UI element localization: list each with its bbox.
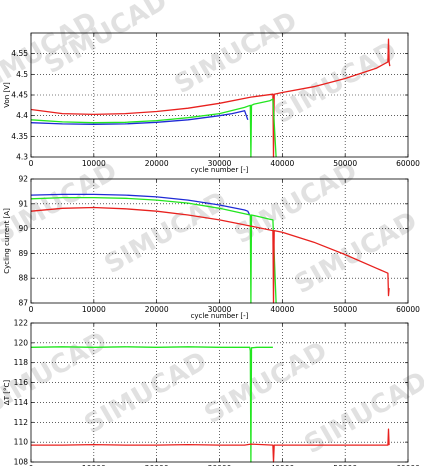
x-tick-label: 40000 bbox=[270, 464, 294, 466]
x-tick-label: 20000 bbox=[145, 159, 169, 168]
y-tick-label: 116 bbox=[14, 378, 29, 387]
x-axis-label: cycle number [-] bbox=[191, 312, 249, 320]
y-tick-label: 118 bbox=[14, 358, 29, 367]
y-tick-label: 4.4 bbox=[16, 111, 28, 120]
x-tick-label: 10000 bbox=[82, 464, 106, 466]
x-tick-label: 60000 bbox=[396, 305, 420, 314]
series-line-green bbox=[30, 196, 277, 304]
y-axis-label: ΔT [°C] bbox=[3, 380, 11, 405]
x-tick-label: 20000 bbox=[145, 305, 169, 314]
y-tick-label: 110 bbox=[14, 438, 29, 447]
chart-panel-von: 0 10000 20000 30000 40000 50000 60000 4.3 4.35 4.… bbox=[3, 32, 420, 174]
watermark-text: SIMUCAD bbox=[100, 186, 233, 280]
x-tick-label: 60000 bbox=[396, 159, 420, 168]
y-tick-label: 90 bbox=[18, 224, 28, 233]
x-tick-label: 20000 bbox=[145, 464, 169, 466]
y-tick-label: 4.3 bbox=[16, 153, 28, 162]
y-tick-label: 122 bbox=[14, 319, 29, 328]
watermark-text: SIMUCAD bbox=[270, 36, 403, 130]
series-line-blue bbox=[30, 110, 249, 125]
chart-panel-delta-t: 0 10000 20000 30000 40000 50000 60000 108 110 112… bbox=[3, 319, 420, 466]
x-tick-label: 30000 bbox=[208, 305, 232, 314]
y-tick-label: 88 bbox=[18, 274, 28, 283]
x-tick-label: 10000 bbox=[82, 159, 106, 168]
x-tick-label: 30000 bbox=[208, 159, 232, 168]
y-tick-label: 91 bbox=[18, 199, 28, 208]
x-axis-label: cycle number [-] bbox=[191, 166, 249, 174]
x-tick-label: 0 bbox=[29, 159, 34, 168]
series-line-green bbox=[30, 98, 277, 158]
y-tick-label: 89 bbox=[18, 249, 28, 258]
x-tick-label: 40000 bbox=[270, 159, 294, 168]
y-axis-label: Von [V] bbox=[3, 82, 11, 108]
y-tick-label: 87 bbox=[18, 299, 28, 308]
y-tick-label: 92 bbox=[18, 175, 28, 184]
series-line-red bbox=[30, 206, 390, 304]
y-tick-label: 112 bbox=[14, 418, 29, 427]
y-tick-label: 4.5 bbox=[16, 70, 28, 79]
x-tick-label: 50000 bbox=[333, 464, 357, 466]
series-line-green bbox=[30, 346, 273, 463]
y-tick-label: 4.55 bbox=[11, 49, 28, 58]
y-tick-label: 4.35 bbox=[11, 132, 28, 141]
chart-panel-cycling-current: 0 10000 20000 30000 40000 50000 60000 87 88 89 90 9… bbox=[3, 175, 420, 321]
y-tick-label: 108 bbox=[14, 458, 29, 466]
watermark-text: SIMUCAD bbox=[300, 366, 424, 460]
x-tick-label: 60000 bbox=[396, 464, 420, 466]
x-tick-label: 30000 bbox=[208, 464, 232, 466]
x-tick-label: 50000 bbox=[333, 305, 357, 314]
series-line-red bbox=[31, 428, 390, 463]
watermark-text: SIMUCAD bbox=[170, 6, 303, 100]
x-tick-label: 40000 bbox=[270, 305, 294, 314]
watermark-text: SIMUCAD bbox=[290, 206, 423, 300]
x-tick-label: 0 bbox=[29, 464, 34, 466]
y-tick-label: 120 bbox=[14, 338, 29, 347]
x-tick-label: 10000 bbox=[82, 305, 106, 314]
x-tick-label: 50000 bbox=[333, 159, 357, 168]
series-line-blue bbox=[30, 193, 251, 216]
y-axis-label: Cycling current [A] bbox=[3, 208, 11, 274]
watermark-text: SIMUCAD bbox=[80, 346, 213, 440]
y-tick-label: 4.45 bbox=[11, 91, 28, 100]
y-tick-label: 114 bbox=[14, 398, 29, 407]
x-tick-label: 0 bbox=[29, 305, 34, 314]
